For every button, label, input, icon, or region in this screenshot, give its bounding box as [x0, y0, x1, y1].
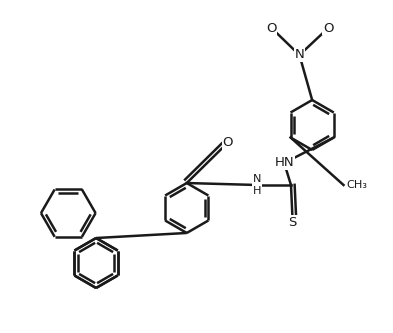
Text: O: O: [266, 22, 277, 35]
Text: N: N: [295, 49, 304, 62]
Text: O: O: [323, 22, 334, 35]
Text: HN: HN: [274, 157, 294, 169]
Text: O: O: [222, 137, 233, 150]
Text: CH₃: CH₃: [347, 180, 368, 190]
Text: N
H: N H: [253, 174, 261, 196]
Text: S: S: [288, 215, 297, 228]
